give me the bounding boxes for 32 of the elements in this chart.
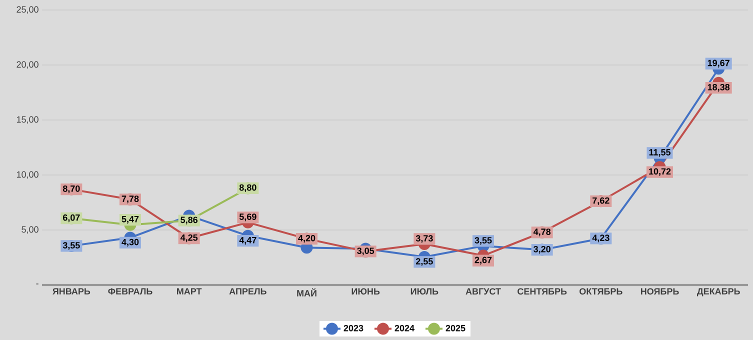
x-tick-label: ИЮЛЬ [410,288,438,295]
x-tick-label: ДЕКАБРЬ [696,288,740,296]
data-label: 2,55 [416,258,433,266]
x-tick-label: ЯНВАРЬ [52,288,90,294]
data-label: 4,47 [239,237,256,245]
data-label: 11,55 [649,149,671,157]
legend-label: 2025 [446,324,466,332]
legend-label: 2024 [394,324,414,332]
y-tick-label: 10,00 [16,171,38,179]
x-tick-label: СЕНТЯБРЬ [518,288,567,295]
data-label: 4,30 [122,238,139,247]
data-label: 10,72 [649,168,671,176]
x-tick-label: МАРТ [177,288,202,294]
x-tick-label: ОКТЯБРЬ [580,288,622,295]
data-label: 19,67 [708,60,730,68]
y-tick-label: 5,00 [22,226,38,234]
x-tick-label: ИЮНЬ [352,288,380,295]
data-label: 2,67 [474,256,492,264]
x-tick-label: МАЙ [297,288,316,296]
y-tick-label: 15,00 [16,116,38,124]
data-label: 5,47 [122,216,139,224]
data-label: 18,38 [708,84,730,92]
data-label: 3,55 [474,237,492,245]
x-tick-label: НОЯБРЬ [640,288,679,295]
x-tick-label: ФЕВРАЛЬ [108,288,152,295]
y-tick-label: 25,00 [16,6,38,14]
data-label: 5,69 [239,214,256,222]
x-tick-label: АВГУСТ [466,288,501,295]
y-tick-label: 20,00 [16,61,38,69]
x-tick-label: АПРЕЛЬ [229,288,266,294]
data-label: 3,73 [416,235,433,243]
legend-label: 2023 [344,324,364,332]
